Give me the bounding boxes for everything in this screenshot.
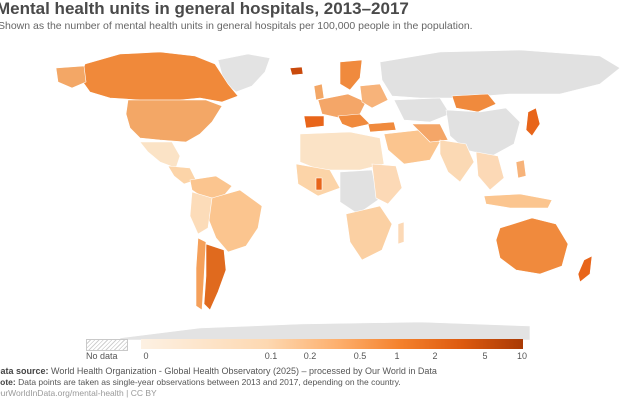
note-text: Data points are taken as single-year obs… bbox=[18, 377, 401, 387]
region-australia[interactable] bbox=[495, 217, 569, 275]
region-russia[interactable] bbox=[379, 49, 621, 99]
no-data-label: No data bbox=[86, 351, 118, 361]
note-label: Note: bbox=[0, 377, 16, 387]
region-madagascar[interactable] bbox=[397, 221, 405, 245]
region-canada[interactable] bbox=[79, 51, 239, 103]
data-source-text[interactable]: World Health Organization - Global Healt… bbox=[51, 366, 437, 376]
region-antarctica[interactable] bbox=[119, 321, 531, 340]
region-uk[interactable] bbox=[313, 83, 325, 101]
no-data-swatch[interactable] bbox=[86, 339, 128, 351]
region-spain[interactable] bbox=[303, 115, 325, 129]
region-eastern-europe[interactable] bbox=[359, 83, 389, 109]
legend-tick: 2 bbox=[432, 351, 438, 361]
region-mexico[interactable] bbox=[139, 141, 181, 169]
data-source-label: Data source: bbox=[0, 366, 49, 376]
region-india[interactable] bbox=[439, 139, 475, 183]
region-usa[interactable] bbox=[125, 99, 223, 143]
region-ghana[interactable] bbox=[315, 177, 323, 191]
region-chile[interactable] bbox=[195, 237, 207, 311]
region-alaska[interactable] bbox=[55, 65, 87, 89]
region-brazil[interactable] bbox=[207, 189, 263, 253]
note: Note: Data points are taken as single-ye… bbox=[0, 377, 401, 387]
region-new-zealand[interactable] bbox=[577, 255, 593, 283]
legend-tick: 5 bbox=[482, 351, 488, 361]
region-japan[interactable] bbox=[525, 107, 541, 137]
region-philippines[interactable] bbox=[515, 159, 527, 179]
legend-tick: 0 bbox=[143, 351, 149, 361]
data-source: Data source: World Health Organization -… bbox=[0, 366, 437, 376]
chart-title: Mental health units in general hospitals… bbox=[0, 0, 409, 18]
world-map[interactable] bbox=[0, 38, 640, 340]
world-map-svg[interactable] bbox=[0, 38, 640, 340]
region-italy-balkans[interactable] bbox=[337, 113, 371, 129]
color-scale-bar[interactable] bbox=[141, 339, 523, 349]
region-peru-bolivia[interactable] bbox=[189, 191, 213, 235]
credit-link[interactable]: OurWorldInData.org/mental-health | CC BY bbox=[0, 388, 157, 398]
region-iran[interactable] bbox=[411, 123, 449, 143]
region-argentina[interactable] bbox=[203, 243, 227, 311]
chart-subtitle: Shown as the number of mental health uni… bbox=[0, 20, 473, 32]
region-southeast-asia[interactable] bbox=[475, 151, 505, 191]
legend-tick: 0.1 bbox=[264, 351, 278, 361]
legend-tick: 0.5 bbox=[353, 351, 367, 361]
region-iceland[interactable] bbox=[289, 66, 304, 76]
region-north-africa[interactable] bbox=[299, 131, 385, 171]
legend-tick: 0.2 bbox=[303, 351, 317, 361]
region-east-africa[interactable] bbox=[371, 163, 403, 205]
legend-tick: 1 bbox=[394, 351, 400, 361]
region-southern-africa[interactable] bbox=[345, 205, 393, 261]
legend-tick: 10 bbox=[516, 351, 528, 361]
region-scandinavia[interactable] bbox=[339, 59, 363, 91]
region-central-asia[interactable] bbox=[393, 97, 451, 123]
region-turkey[interactable] bbox=[367, 121, 397, 133]
region-mongolia[interactable] bbox=[451, 93, 497, 113]
color-legend: No data 0 0.1 0.2 0.5 1 2 5 10 bbox=[0, 336, 640, 362]
region-indonesia[interactable] bbox=[483, 193, 553, 209]
region-central-africa[interactable] bbox=[339, 169, 379, 215]
region-central-america[interactable] bbox=[167, 165, 197, 185]
